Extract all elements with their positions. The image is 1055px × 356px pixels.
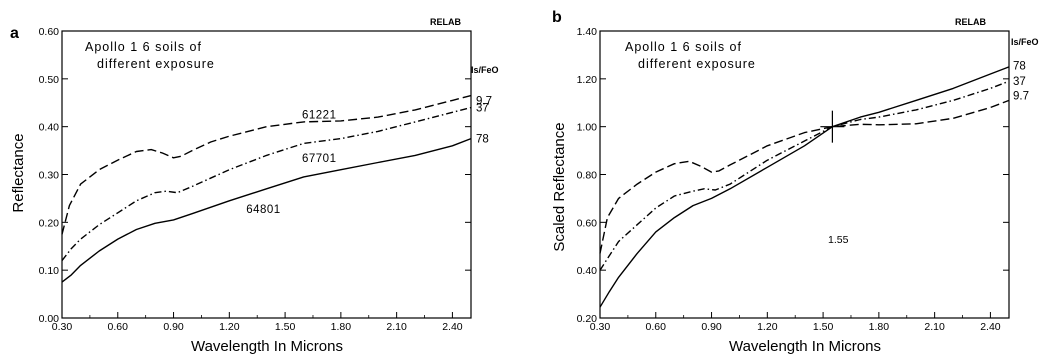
- series-name-label: 67701: [302, 153, 336, 165]
- x-tick-label: 2.10: [924, 321, 945, 333]
- x-tick-label: 1.80: [869, 321, 890, 333]
- x-tick-label: 2.40: [980, 321, 1001, 333]
- series-end-label: 9.7: [476, 95, 492, 107]
- x-tick-label: 1.20: [757, 321, 778, 333]
- y-tick-label: 0.60: [39, 26, 60, 38]
- legend-header: Is/FeO: [471, 65, 499, 75]
- relab-label: RELAB: [955, 17, 986, 27]
- series-name-label: 61221: [302, 110, 336, 122]
- x-tick-label: 0.60: [646, 321, 667, 333]
- y-tick-label: 0.40: [577, 265, 598, 277]
- series-end-label: 9.7: [1013, 91, 1029, 103]
- y-tick-label: 0.60: [577, 217, 598, 229]
- y-tick-label: 1.00: [577, 122, 598, 134]
- x-tick-label: 1.50: [275, 321, 296, 333]
- y-axis-title: Reflectance: [10, 133, 27, 212]
- series-end-label: 37: [476, 103, 489, 115]
- x-axis-title: Wavelength In Microns: [729, 338, 881, 355]
- y-tick-label: 0.00: [39, 313, 60, 325]
- legend-header: Is/FeO: [1011, 37, 1039, 47]
- x-tick-label: 0.90: [163, 321, 184, 333]
- plot-frame: [61, 30, 472, 319]
- x-tick-label: 0.30: [52, 321, 73, 333]
- series-line-61221: [61, 94, 472, 235]
- x-axis: 0.30 0.60 0.90 1.20 1.50 1.80 2.10 2.40: [52, 312, 463, 333]
- panel-a: a RELAB Is/FeO Apollo 1 6 soils of diffe…: [10, 17, 499, 355]
- annotation-label: 1.55: [828, 234, 849, 246]
- y-axis: 0.20 0.40 0.60 0.80 1.00 1.20 1.40: [577, 26, 1009, 325]
- normalization-marker: [820, 110, 845, 143]
- y-tick-label: 0.80: [577, 170, 598, 182]
- series-name-label: 64801: [246, 204, 280, 216]
- x-tick-label: 0.60: [108, 321, 129, 333]
- chart-title: Apollo 1 6 soils of: [85, 40, 202, 54]
- chart-subtitle: different exposure: [638, 57, 756, 71]
- x-tick-label: 1.50: [813, 321, 834, 333]
- x-axis-title: Wavelength In Microns: [191, 338, 343, 355]
- x-tick-label: 0.90: [701, 321, 722, 333]
- series-group: [61, 94, 472, 283]
- y-tick-label: 0.10: [39, 265, 60, 277]
- panel-b: b RELAB Is/FeO Apollo 1 6 soils of diffe…: [551, 9, 1039, 355]
- series-end-label: 78: [476, 134, 489, 146]
- chart-subtitle: different exposure: [97, 57, 215, 71]
- x-axis: 0.30 0.60 0.90 1.20 1.50 1.80 2.10 2.40: [590, 312, 1001, 333]
- y-tick-label: 1.20: [577, 74, 598, 86]
- x-tick-label: 0.30: [590, 321, 611, 333]
- y-tick-label: 0.50: [39, 74, 60, 86]
- panel-label: b: [552, 9, 562, 26]
- series-end-label: 78: [1013, 61, 1026, 73]
- y-tick-label: 0.30: [39, 170, 60, 182]
- series-end-label: 37: [1013, 76, 1026, 88]
- plot-frame: [599, 30, 1010, 319]
- y-tick-label: 1.40: [577, 26, 598, 38]
- series-line-64801: [61, 137, 472, 283]
- x-tick-label: 1.80: [331, 321, 352, 333]
- y-tick-label: 0.20: [577, 313, 598, 325]
- y-axis: 0.00 0.10 0.20 0.30 0.40 0.50 0.60: [39, 26, 471, 325]
- x-tick-label: 2.40: [442, 321, 463, 333]
- series-line-67701: [599, 80, 1010, 271]
- series-line-64801: [599, 66, 1010, 308]
- x-tick-label: 1.20: [219, 321, 240, 333]
- panel-label: a: [10, 25, 19, 42]
- y-tick-label: 0.40: [39, 122, 60, 134]
- series-labels: 9.7 37 78: [1013, 61, 1029, 103]
- chart-title: Apollo 1 6 soils of: [625, 40, 742, 54]
- y-axis-title: Scaled Reflectance: [551, 122, 568, 251]
- x-tick-label: 2.10: [386, 321, 407, 333]
- series-line-67701: [61, 106, 472, 262]
- series-labels: 61221 9.7 67701 37 64801 78: [246, 95, 492, 216]
- series-group: [599, 66, 1010, 308]
- relab-label: RELAB: [430, 17, 461, 27]
- y-tick-label: 0.20: [39, 217, 60, 229]
- series-line-61221: [599, 99, 1010, 254]
